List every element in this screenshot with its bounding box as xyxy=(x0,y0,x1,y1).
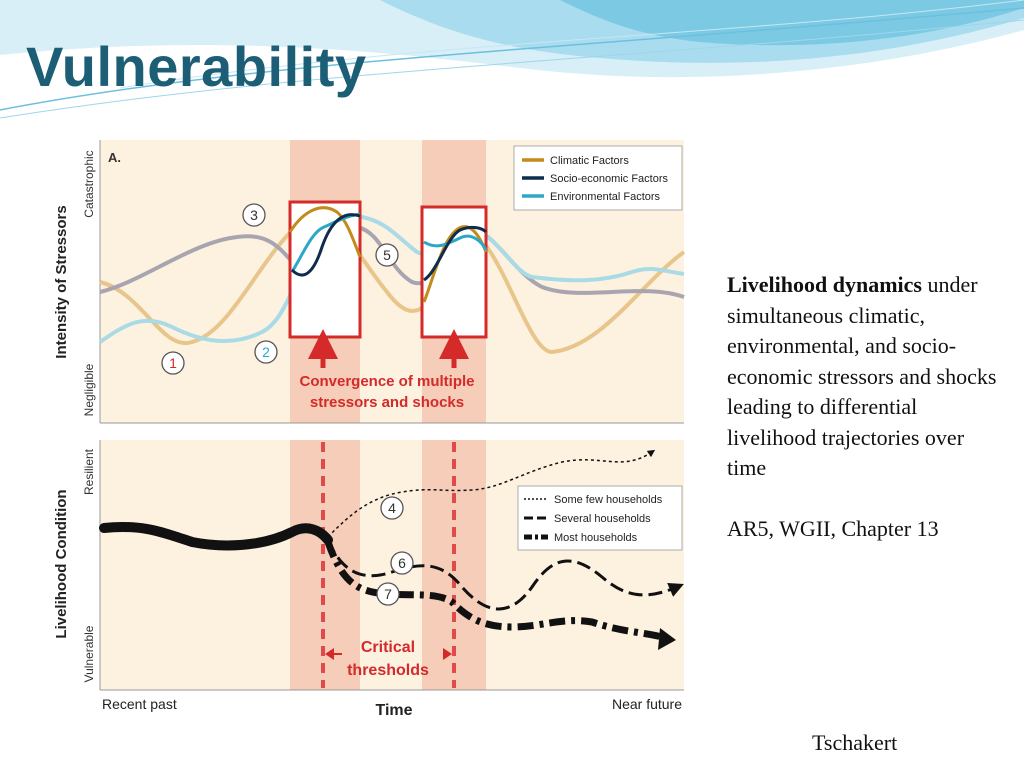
caption-source: AR5, WGII, Chapter 13 xyxy=(727,515,939,541)
marker-4-label: 4 xyxy=(388,500,396,516)
stressors-y-title: Intensity of Stressors xyxy=(53,205,70,358)
marker-1: 1 xyxy=(161,351,185,375)
marker-6-label: 6 xyxy=(398,555,406,571)
x-axis-title: Time xyxy=(375,702,412,719)
marker-5: 5 xyxy=(375,243,399,267)
threshold-label-line1: Critical xyxy=(361,639,415,656)
caption-body: under simultaneous climatic, environment… xyxy=(727,272,997,480)
livelihood-panel: Critical thresholds 4 6 7 Some few house… xyxy=(53,440,684,691)
legend-most-label: Most households xyxy=(554,532,638,544)
shared-trajectory xyxy=(99,521,333,551)
panel-label: A. xyxy=(108,150,121,165)
livelihood-legend: Some few households Several households M… xyxy=(517,485,683,551)
convergence-annotation-line2: stressors and shocks xyxy=(310,394,464,411)
livelihood-y-low: Vulnerable xyxy=(82,625,96,682)
stressors-y-low: Negligible xyxy=(82,363,96,416)
environmental-curve-box1 xyxy=(290,212,361,273)
marker-7: 7 xyxy=(376,582,400,606)
livelihood-y-high: Resilient xyxy=(82,448,96,495)
legend-socioeconomic-label: Socio-economic Factors xyxy=(550,173,668,185)
legend-climatic-label: Climatic Factors xyxy=(550,155,629,167)
environmental-curve-faded xyxy=(98,214,685,344)
marker-3-label: 3 xyxy=(250,207,258,223)
stressors-legend: Climatic Factors Socio-economic Factors … xyxy=(513,145,683,211)
marker-7-label: 7 xyxy=(384,586,392,602)
most-households-trajectory xyxy=(324,540,663,641)
legend-few-label: Some few households xyxy=(554,494,663,506)
caption: Livelihood dynamics under simultaneous c… xyxy=(727,270,997,544)
threshold-label-line2: thresholds xyxy=(347,662,429,679)
convergence-annotation-line1: Convergence of multiple xyxy=(299,373,474,390)
marker-1-label: 1 xyxy=(169,355,177,371)
marker-3: 3 xyxy=(242,203,266,227)
header-wave-decoration xyxy=(0,0,1024,119)
socioeconomic-curve-box1 xyxy=(290,213,361,277)
caption-lead: Livelihood dynamics xyxy=(727,272,922,297)
stressors-panel: Climatic Factors Socio-economic Factors … xyxy=(53,140,686,424)
legend-environmental-label: Environmental Factors xyxy=(550,191,661,203)
marker-2: 2 xyxy=(254,340,278,364)
x-axis-left-label: Recent past xyxy=(102,696,177,712)
livelihood-y-title: Livelihood Condition xyxy=(53,489,70,638)
slide-title: Vulnerability xyxy=(26,35,367,98)
author-credit: Tschakert xyxy=(812,730,898,755)
marker-5-label: 5 xyxy=(383,247,391,263)
several-households-trajectory xyxy=(326,539,684,611)
livelihood-dynamics-figure: Climatic Factors Socio-economic Factors … xyxy=(53,140,686,719)
marker-4: 4 xyxy=(380,496,404,520)
x-axis-right-label: Near future xyxy=(612,696,682,712)
environmental-curve-box2 xyxy=(423,234,488,251)
marker-6: 6 xyxy=(390,551,414,575)
few-households-trajectory xyxy=(327,449,656,538)
legend-several-label: Several households xyxy=(554,513,651,525)
marker-2-label: 2 xyxy=(262,344,270,360)
stressors-y-high: Catastrophic xyxy=(82,150,96,217)
climatic-curve-box1 xyxy=(288,206,362,258)
socioeconomic-curve-box2 xyxy=(423,225,488,282)
